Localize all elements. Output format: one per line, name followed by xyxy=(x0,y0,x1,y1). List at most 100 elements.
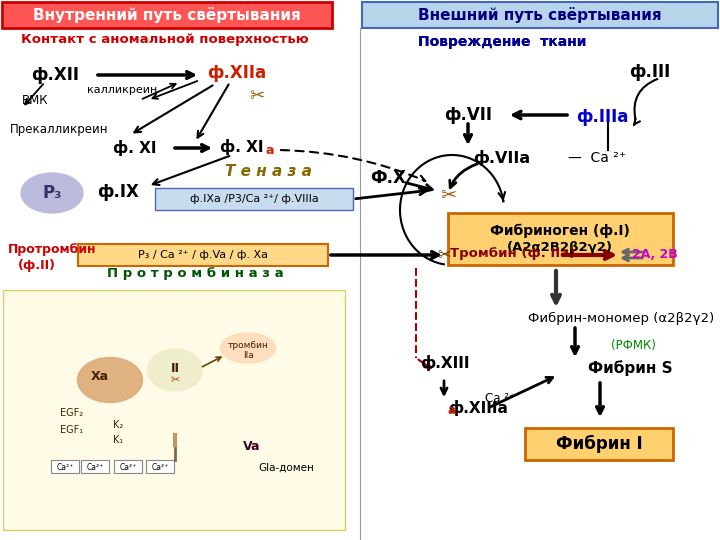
Text: —  Ca ²⁺: — Ca ²⁺ xyxy=(568,151,626,165)
Text: ф.VIIa: ф.VIIa xyxy=(473,150,530,166)
FancyBboxPatch shape xyxy=(81,460,109,473)
Text: ф. XI: ф. XI xyxy=(113,140,157,156)
FancyBboxPatch shape xyxy=(3,290,345,530)
Text: П р о т р о м б и н а з а: П р о т р о м б и н а з а xyxy=(107,267,283,280)
Circle shape xyxy=(42,482,54,494)
Text: Фибрин S: Фибрин S xyxy=(588,360,672,376)
Text: Прекалликреин: Прекалликреин xyxy=(10,124,109,137)
FancyBboxPatch shape xyxy=(78,244,328,266)
Circle shape xyxy=(321,482,333,494)
FancyBboxPatch shape xyxy=(155,188,353,210)
Text: Gla-домен: Gla-домен xyxy=(258,463,314,473)
Text: (РФМК): (РФМК) xyxy=(611,339,655,352)
Text: Повреждение  ткани: Повреждение ткани xyxy=(418,35,586,49)
Text: ВМК: ВМК xyxy=(22,93,48,106)
Text: ✂: ✂ xyxy=(440,186,456,206)
Text: Контакт с аномальной поверхностью: Контакт с аномальной поверхностью xyxy=(21,33,309,46)
Text: Фибрин-мономер (α2β2γ2): Фибрин-мономер (α2β2γ2) xyxy=(528,312,714,325)
Text: ф.IIIa: ф.IIIa xyxy=(576,108,628,126)
Circle shape xyxy=(195,482,207,494)
Circle shape xyxy=(96,482,108,494)
Text: ф.XII: ф.XII xyxy=(31,66,79,84)
FancyBboxPatch shape xyxy=(5,488,340,502)
Text: Ca²⁺: Ca²⁺ xyxy=(56,462,73,471)
Ellipse shape xyxy=(220,333,276,363)
Text: Ф.X: Ф.X xyxy=(370,169,406,187)
Circle shape xyxy=(258,482,270,494)
Circle shape xyxy=(330,482,342,494)
Circle shape xyxy=(132,482,144,494)
Text: ф.IXa /P3/Ca ²⁺/ ф.VIIIa: ф.IXa /P3/Ca ²⁺/ ф.VIIIa xyxy=(189,194,318,204)
Text: IIа: IIа xyxy=(243,350,253,360)
Text: K₂: K₂ xyxy=(113,420,123,430)
Text: Фибриноген (ф.I): Фибриноген (ф.I) xyxy=(490,224,630,238)
Text: Внутренний путь свёртывания: Внутренний путь свёртывания xyxy=(33,7,301,23)
FancyBboxPatch shape xyxy=(146,460,174,473)
Circle shape xyxy=(15,482,27,494)
FancyBboxPatch shape xyxy=(362,2,718,28)
Text: Т е н а з а: Т е н а з а xyxy=(225,165,312,179)
Text: K₁: K₁ xyxy=(113,435,123,445)
Ellipse shape xyxy=(65,380,145,450)
Circle shape xyxy=(6,482,18,494)
Text: (ф.II): (ф.II) xyxy=(18,259,56,272)
Circle shape xyxy=(150,482,162,494)
Text: ✂: ✂ xyxy=(171,375,180,385)
FancyBboxPatch shape xyxy=(448,213,673,265)
Circle shape xyxy=(69,482,81,494)
Circle shape xyxy=(177,482,189,494)
Text: Xa: Xa xyxy=(91,370,109,383)
Circle shape xyxy=(267,482,279,494)
Circle shape xyxy=(249,482,261,494)
Text: ф.VII: ф.VII xyxy=(444,106,492,124)
Text: EGF₁: EGF₁ xyxy=(60,425,84,435)
Circle shape xyxy=(78,482,90,494)
FancyBboxPatch shape xyxy=(5,474,340,490)
Text: ф. XI: ф. XI xyxy=(220,139,264,155)
Text: ф.XIII: ф.XIII xyxy=(420,355,469,371)
Circle shape xyxy=(285,482,297,494)
Circle shape xyxy=(222,482,234,494)
Text: a: a xyxy=(448,404,456,417)
Text: ф.IX: ф.IX xyxy=(97,183,139,201)
Circle shape xyxy=(159,482,171,494)
Circle shape xyxy=(24,482,36,494)
Text: Va: Va xyxy=(243,441,261,454)
Circle shape xyxy=(213,482,225,494)
Text: P₃: P₃ xyxy=(42,184,62,202)
Circle shape xyxy=(87,482,99,494)
Text: Внешний путь свёртывания: Внешний путь свёртывания xyxy=(418,7,662,23)
Circle shape xyxy=(240,482,252,494)
Text: Ca²⁺: Ca²⁺ xyxy=(86,462,104,471)
Circle shape xyxy=(186,482,198,494)
Text: EGF₂: EGF₂ xyxy=(60,408,84,418)
Ellipse shape xyxy=(148,349,202,391)
Circle shape xyxy=(231,482,243,494)
FancyBboxPatch shape xyxy=(51,460,79,473)
Circle shape xyxy=(114,482,126,494)
Text: II: II xyxy=(171,361,179,375)
Text: ✂: ✂ xyxy=(437,245,451,263)
Text: ф.III: ф.III xyxy=(629,63,670,81)
Text: Ca²⁺: Ca²⁺ xyxy=(120,462,137,471)
Ellipse shape xyxy=(21,173,83,213)
Circle shape xyxy=(105,482,117,494)
Text: ф.XIIIa: ф.XIIIa xyxy=(448,400,508,416)
FancyBboxPatch shape xyxy=(525,428,673,460)
Text: тромбин: тромбин xyxy=(228,341,269,349)
Circle shape xyxy=(141,482,153,494)
Circle shape xyxy=(276,482,288,494)
Text: (A2α2B2β2γ2): (A2α2B2β2γ2) xyxy=(507,241,613,254)
Circle shape xyxy=(204,482,216,494)
Text: P₃ / Ca ²⁺ / ф.Va / ф. Xа: P₃ / Ca ²⁺ / ф.Va / ф. Xа xyxy=(138,250,268,260)
Text: Ca²⁺: Ca²⁺ xyxy=(151,462,168,471)
Text: калликреин: калликреин xyxy=(87,85,157,95)
Text: ✂: ✂ xyxy=(249,87,264,105)
Text: ф.XIIa: ф.XIIa xyxy=(207,64,266,82)
Ellipse shape xyxy=(78,357,143,402)
Circle shape xyxy=(168,482,180,494)
Text: a: a xyxy=(266,144,274,157)
Circle shape xyxy=(123,482,135,494)
Circle shape xyxy=(312,482,324,494)
FancyBboxPatch shape xyxy=(2,2,332,28)
